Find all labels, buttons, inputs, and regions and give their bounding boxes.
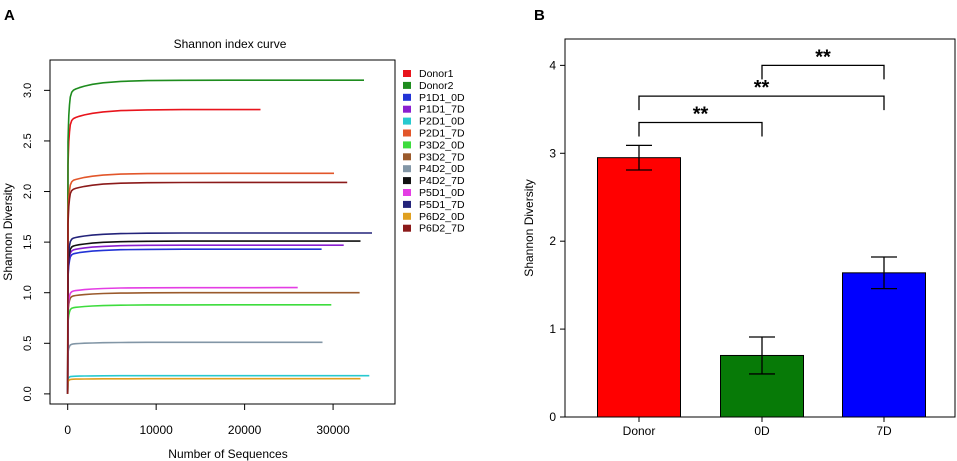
series-line-p1d1_0d <box>66 248 322 394</box>
y-tick-label: 2.5 <box>22 133 34 148</box>
legend-swatch <box>403 93 411 101</box>
x-tick-label: Donor <box>623 424 656 438</box>
series-line-p1d1_7d <box>66 244 344 394</box>
legend-swatch <box>403 212 411 220</box>
legend-swatch <box>403 70 411 77</box>
x-tick-label: 7D <box>876 424 892 438</box>
legend-swatch <box>403 153 411 161</box>
chart-a-x-label: Number of Sequences <box>168 447 287 461</box>
chart-a-legend: Donor1Donor2P1D1_0DP1D1_7DP2D1_0DP2D1_7D… <box>403 68 465 235</box>
chart-a-series-lines <box>66 79 372 394</box>
x-tick-label: 10000 <box>139 423 173 437</box>
legend-swatch <box>403 189 411 196</box>
y-tick-label: 2 <box>549 234 556 248</box>
chart-b-bars <box>597 144 926 418</box>
legend-label: P4D2_0D <box>419 163 465 175</box>
chart-a-y-axis: 0.0 0.5 1.0 1.5 2.0 2.5 3.0 <box>22 83 50 402</box>
legend-label: Donor1 <box>419 68 454 80</box>
panel-a-letter: A <box>4 7 15 24</box>
y-tick-label: 4 <box>549 58 556 72</box>
series-line-p2d1_7d <box>66 172 334 394</box>
legend-swatch <box>403 129 411 137</box>
chart-b-x-axis: Donor 0D 7D <box>623 417 892 438</box>
series-line-p6d2_7d <box>66 181 348 394</box>
y-tick-label: 3 <box>549 146 556 160</box>
significance-bracket <box>761 64 885 80</box>
legend-label: P6D2_7D <box>419 223 465 235</box>
chart-b-y-axis: 0 1 2 3 4 <box>549 58 565 424</box>
y-tick-label: 1 <box>549 322 556 336</box>
chart-b-y-label: Shannon Diversity <box>522 179 536 276</box>
legend-label: P4D2_7D <box>419 175 465 187</box>
bar-7d <box>842 272 926 418</box>
panel-a: A Shannon index curve 0.0 0.5 1.0 1.5 2.0 2.5… <box>1 7 465 461</box>
chart-a-plot-frame <box>49 59 396 405</box>
x-tick-label: 0D <box>754 424 770 438</box>
legend-label: P1D1_7D <box>419 104 465 116</box>
legend-label: P6D2_0D <box>419 211 465 223</box>
legend-swatch <box>403 200 411 208</box>
series-line-p5d1_0d <box>66 286 298 394</box>
y-tick-label: 2.0 <box>22 184 34 199</box>
significance-bracket <box>638 121 763 137</box>
significance-label: ** <box>754 77 770 99</box>
series-line-p4d2_0d <box>66 341 323 394</box>
series-line-p5d1_7d <box>66 232 372 394</box>
legend-label: P3D2_7D <box>419 151 465 163</box>
legend-swatch <box>403 224 411 232</box>
series-line-donor1 <box>66 108 261 394</box>
legend-label: P5D1_7D <box>419 199 465 211</box>
significance-label: ** <box>815 46 831 68</box>
y-tick-label: 0 <box>549 410 556 424</box>
legend-swatch <box>403 177 411 185</box>
legend-label: Donor2 <box>419 80 454 92</box>
chart-a-x-axis: 0 10000 20000 30000 <box>64 404 350 437</box>
x-tick-label: 20000 <box>228 423 262 437</box>
y-tick-label: 1.0 <box>22 285 34 300</box>
chart-a-y-label: Shannon Diversity <box>1 183 15 280</box>
x-tick-label: 0 <box>64 423 71 437</box>
legend-swatch <box>403 81 411 89</box>
significance-bracket <box>638 95 885 111</box>
y-tick-label: 3.0 <box>22 83 34 98</box>
y-tick-label: 1.5 <box>22 234 34 249</box>
series-line-donor2 <box>66 79 364 394</box>
series-line-p3d2_0d <box>66 303 332 394</box>
y-tick-label: 0.5 <box>22 336 34 351</box>
legend-swatch <box>403 165 411 173</box>
legend-label: P1D1_0D <box>419 92 465 104</box>
legend-label: P2D1_0D <box>419 116 465 128</box>
legend-label: P5D1_0D <box>419 187 465 199</box>
legend-label: P3D2_0D <box>419 139 465 151</box>
series-line-p2d1_0d <box>66 374 370 394</box>
chart-a-title: Shannon index curve <box>174 37 287 51</box>
panel-b: B 0 1 2 3 4 ** ** ** Donor 0D 7D Shannon Diversi… <box>522 7 956 438</box>
bar-donor <box>597 157 681 418</box>
legend-swatch <box>403 105 411 113</box>
x-tick-label: 30000 <box>316 423 350 437</box>
series-line-p4d2_7d <box>66 240 361 394</box>
legend-swatch <box>403 141 411 149</box>
chart-b-significance: ** ** ** <box>638 46 885 137</box>
series-line-p6d2_0d <box>66 377 361 394</box>
y-tick-label: 0.0 <box>22 386 34 401</box>
panel-b-letter: B <box>534 7 545 24</box>
significance-label: ** <box>693 104 709 126</box>
legend-label: P2D1_7D <box>419 128 465 140</box>
legend-swatch <box>403 117 411 125</box>
